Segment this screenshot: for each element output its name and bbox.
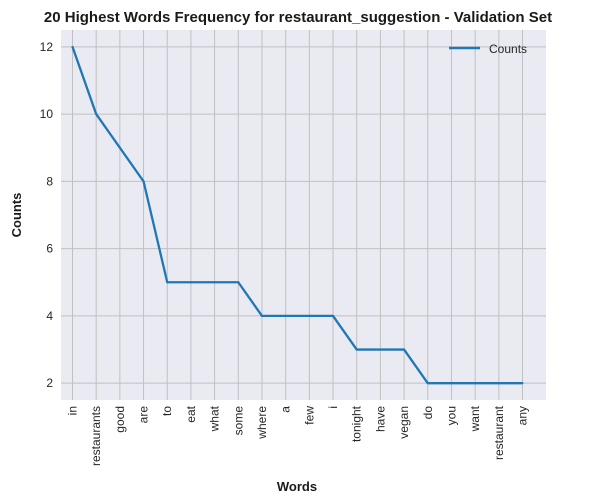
tick-labels: in restaurants good are to eat what some where a f… bbox=[40, 40, 530, 466]
series-group bbox=[71, 45, 524, 385]
plot-area bbox=[61, 30, 546, 400]
data-point bbox=[189, 281, 192, 284]
data-point bbox=[308, 314, 311, 317]
legend-label: Counts bbox=[489, 42, 527, 56]
y-tick-label: 12 bbox=[40, 40, 54, 54]
x-tick-label: any bbox=[516, 406, 530, 425]
data-point bbox=[284, 314, 287, 317]
grid-lines bbox=[61, 30, 546, 400]
x-tick-label: few bbox=[302, 406, 316, 425]
data-point bbox=[379, 348, 382, 351]
data-point bbox=[71, 45, 74, 48]
x-tick-label: have bbox=[373, 406, 387, 432]
x-tick-label: tonight bbox=[350, 405, 364, 442]
chart-title: 20 Highest Words Frequency for restauran… bbox=[44, 9, 552, 26]
data-point bbox=[355, 348, 358, 351]
x-tick-label: i bbox=[326, 406, 340, 409]
x-tick-label: where bbox=[255, 406, 269, 440]
data-point bbox=[450, 382, 453, 385]
data-point bbox=[95, 113, 98, 116]
x-tick-label: what bbox=[208, 405, 222, 432]
x-tick-label: want bbox=[468, 405, 482, 432]
x-tick-label: are bbox=[137, 406, 151, 424]
data-point bbox=[426, 382, 429, 385]
series-line bbox=[71, 46, 523, 385]
legend: Counts bbox=[449, 42, 527, 56]
x-axis-label: Words bbox=[277, 479, 317, 494]
x-tick-label: restaurant bbox=[492, 405, 506, 460]
data-point bbox=[260, 314, 263, 317]
x-tick-label: do bbox=[421, 406, 435, 420]
data-point bbox=[142, 180, 145, 183]
y-tick-label: 8 bbox=[46, 174, 53, 188]
x-tick-label: a bbox=[279, 406, 293, 413]
x-tick-label: good bbox=[113, 406, 127, 433]
x-tick-label: some bbox=[231, 406, 245, 436]
y-tick-label: 2 bbox=[46, 376, 53, 390]
x-tick-label: to bbox=[160, 406, 174, 416]
y-tick-label: 4 bbox=[46, 309, 53, 323]
data-point bbox=[497, 382, 500, 385]
data-point bbox=[332, 314, 335, 317]
y-tick-label: 6 bbox=[46, 242, 53, 256]
x-tick-label: in bbox=[66, 406, 80, 415]
data-point bbox=[403, 348, 406, 351]
y-tick-label: 10 bbox=[40, 107, 54, 121]
x-tick-label: vegan bbox=[397, 406, 411, 439]
y-axis-label: Counts bbox=[9, 193, 24, 238]
data-point bbox=[166, 281, 169, 284]
x-tick-label: you bbox=[444, 406, 458, 425]
data-point bbox=[474, 382, 477, 385]
x-tick-label: restaurants bbox=[89, 406, 103, 466]
data-point bbox=[213, 281, 216, 284]
data-point bbox=[118, 146, 121, 149]
data-point bbox=[521, 382, 524, 385]
x-tick-label: eat bbox=[184, 405, 198, 422]
data-point bbox=[237, 281, 240, 284]
